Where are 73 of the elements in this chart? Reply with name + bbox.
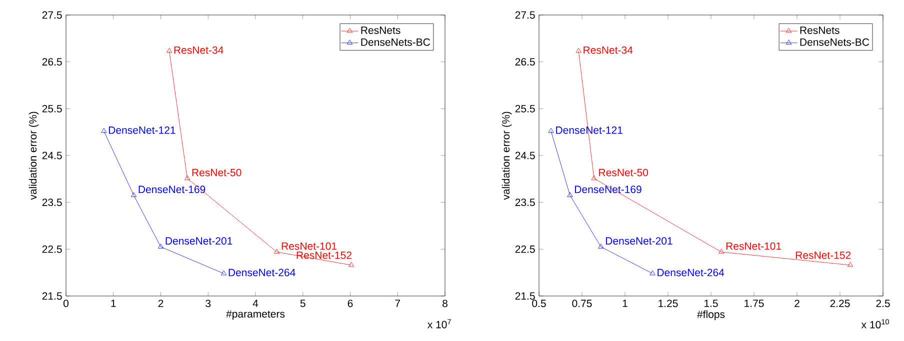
y-tick-label: 25.5 — [515, 104, 535, 112]
x-tick-label: 2 — [158, 300, 164, 308]
annotation: ResNet-101 — [726, 242, 782, 250]
annotation: DenseNet-121 — [108, 126, 176, 134]
text: x 10$^{10}$ — [861, 319, 890, 328]
y-tick-label: 21.5 — [515, 292, 535, 300]
annotation: DenseNet-264 — [228, 268, 296, 276]
annotation: ResNet-50 — [192, 168, 242, 176]
point — [548, 128, 554, 133]
point — [348, 262, 354, 267]
y-tick-label: 23.5 — [515, 198, 535, 206]
point — [718, 248, 724, 254]
point — [130, 192, 137, 198]
point — [591, 175, 597, 180]
point — [166, 48, 172, 53]
annotation: DenseNet-121 — [556, 126, 622, 134]
y-tick-label: 24.5 — [42, 152, 62, 160]
y-tick-label: 25.5 — [42, 104, 62, 112]
text: x 10$^{7}$ — [427, 319, 451, 328]
y-tick-label: 26.5 — [515, 58, 535, 66]
annotation: ResNet-101 — [282, 242, 337, 250]
x-tick-label: 0 — [63, 300, 68, 308]
y-tick-label: 27.5 — [515, 11, 535, 19]
point — [101, 128, 107, 133]
annotation: DenseNet-264 — [658, 268, 724, 276]
annotation: ResNet-152 — [296, 251, 352, 259]
y-axis-title: validation error (%) — [28, 112, 39, 200]
legend-label: ResNets — [800, 26, 840, 34]
x-axis-title: #parameters — [226, 310, 285, 320]
x-tick-label: 2 — [794, 300, 800, 308]
y-tick-label: 21.5 — [42, 292, 62, 300]
y-tick-label: 23.5 — [42, 198, 62, 206]
x-tick-label: 0.5 — [532, 300, 546, 308]
annotation: ResNet-50 — [599, 168, 648, 176]
point — [650, 270, 656, 276]
point — [274, 248, 280, 254]
annotation: ResNet-34 — [584, 46, 633, 54]
x-tick-label: 7 — [395, 300, 400, 307]
point — [567, 192, 573, 198]
legend-label: DenseNets-BC — [800, 38, 870, 46]
x-tick-label: 8 — [442, 300, 448, 308]
annotation: ResNet-34 — [174, 46, 224, 54]
point — [598, 244, 604, 249]
x-tick-label: 4 — [252, 300, 258, 307]
annotation: DenseNet-169 — [138, 186, 206, 194]
x-tick-label: 1.75 — [744, 300, 764, 308]
x-tick-label: 2.5 — [876, 300, 890, 308]
point — [158, 244, 164, 249]
y-tick-label: 27.5 — [42, 11, 62, 19]
x-tick-label: 5 — [300, 300, 306, 308]
x-tick-label: 0.75 — [572, 300, 592, 308]
point — [184, 175, 190, 180]
point — [220, 270, 227, 276]
x-tick-label: 1 — [622, 300, 628, 307]
annotation: ResNet-152 — [796, 251, 851, 259]
point — [848, 262, 854, 267]
x-tick-label: 6 — [348, 300, 353, 308]
annotation: DenseNet-201 — [606, 237, 672, 245]
annotation: DenseNet-201 — [166, 237, 232, 245]
y-tick-label: 24.5 — [515, 152, 535, 160]
x-tick-label: 1.25 — [658, 300, 678, 308]
y-tick-label: 22.5 — [42, 245, 62, 253]
y-tick-label: 22.5 — [515, 245, 535, 253]
x-tick-label: 1.5 — [704, 300, 718, 308]
x-tick-label: 2.25 — [830, 300, 850, 308]
point — [576, 48, 582, 53]
x-axis-title: #flops — [697, 310, 725, 320]
x-tick-label: 3 — [206, 300, 211, 308]
y-tick-label: 26.5 — [42, 58, 62, 66]
y-axis-title: validation error (%) — [502, 112, 512, 200]
x-tick-label: 1 — [111, 300, 116, 307]
legend-label: ResNets — [361, 26, 400, 34]
legend-label: DenseNets-BC — [361, 38, 430, 46]
